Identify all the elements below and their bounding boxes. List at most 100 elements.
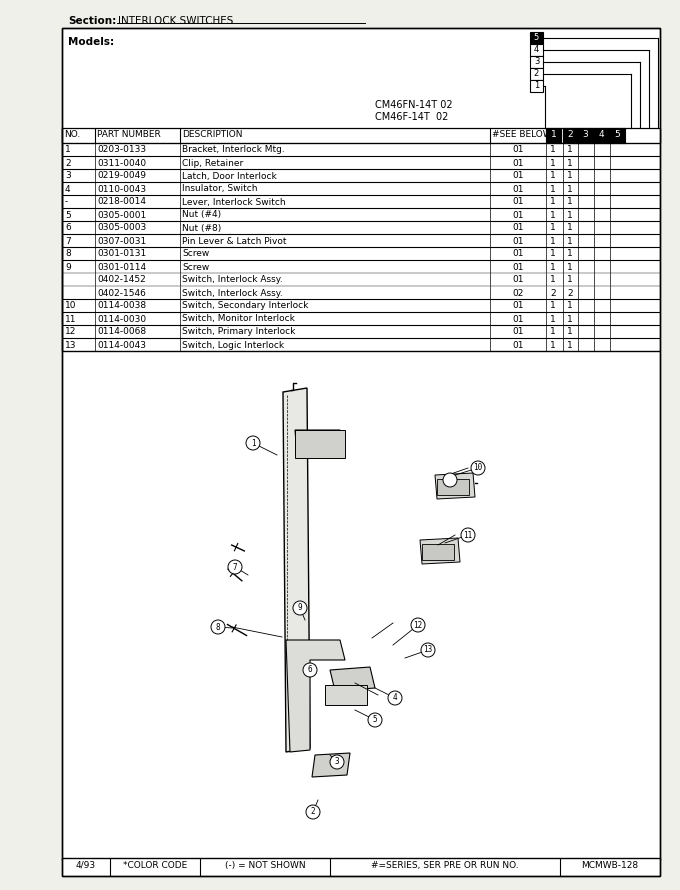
Text: 1: 1 [550, 145, 556, 155]
Text: 8: 8 [216, 622, 220, 632]
Text: 01: 01 [512, 237, 524, 246]
Text: 6: 6 [65, 223, 71, 232]
Text: 0114-0068: 0114-0068 [97, 328, 146, 336]
Text: Switch, Logic Interlock: Switch, Logic Interlock [182, 341, 284, 350]
Text: 01: 01 [512, 172, 524, 181]
Text: 0203-0133: 0203-0133 [97, 145, 146, 155]
Bar [530, 56, 543, 68]
Bar [422, 544, 454, 560]
Text: 1: 1 [550, 276, 556, 285]
Text: 02: 02 [512, 288, 524, 297]
Bar [546, 128, 561, 143]
Text: 11: 11 [463, 530, 473, 539]
Text: -: - [65, 198, 68, 206]
Text: 0311-0040: 0311-0040 [97, 158, 146, 167]
Circle shape [388, 691, 402, 705]
Polygon shape [435, 473, 475, 499]
Text: 1: 1 [65, 145, 71, 155]
Text: #SEE BELOW: #SEE BELOW [492, 130, 551, 139]
Polygon shape [330, 667, 375, 691]
Circle shape [246, 436, 260, 450]
Text: 1: 1 [567, 302, 573, 311]
Text: 4: 4 [598, 130, 605, 139]
Bar [530, 68, 543, 80]
Text: 1: 1 [550, 172, 556, 181]
Text: 1: 1 [567, 276, 573, 285]
Text: 9: 9 [298, 603, 303, 612]
Text: 01: 01 [512, 198, 524, 206]
Text: 0307-0031: 0307-0031 [97, 237, 146, 246]
Text: 0219-0049: 0219-0049 [97, 172, 146, 181]
Text: 1: 1 [567, 223, 573, 232]
Text: 2: 2 [65, 158, 71, 167]
Text: 3: 3 [335, 757, 339, 766]
Text: 5: 5 [610, 130, 616, 139]
Text: Screw: Screw [182, 249, 209, 258]
Text: 1: 1 [567, 184, 573, 193]
Text: 2: 2 [563, 130, 568, 139]
Bar [530, 44, 543, 56]
Text: 0402-1546: 0402-1546 [97, 288, 146, 297]
Text: 01: 01 [512, 145, 524, 155]
Text: 5: 5 [373, 716, 377, 724]
Text: 01: 01 [512, 211, 524, 220]
Text: 01: 01 [512, 184, 524, 193]
Circle shape [411, 618, 425, 632]
Polygon shape [295, 430, 342, 455]
Circle shape [461, 528, 475, 542]
Text: Switch, Interlock Assy.: Switch, Interlock Assy. [182, 276, 283, 285]
Polygon shape [312, 753, 350, 777]
Text: 1: 1 [546, 130, 552, 139]
Text: 0305-0001: 0305-0001 [97, 211, 146, 220]
Text: 1: 1 [550, 184, 556, 193]
Text: 0305-0003: 0305-0003 [97, 223, 146, 232]
Text: 4: 4 [594, 130, 600, 139]
Text: 1: 1 [550, 328, 556, 336]
Text: 1: 1 [567, 198, 573, 206]
Text: 12: 12 [65, 328, 76, 336]
Text: Switch, Secondary Interlock: Switch, Secondary Interlock [182, 302, 308, 311]
Text: 4: 4 [65, 184, 71, 193]
Bar [563, 128, 578, 143]
Text: Lever, Interlock Switch: Lever, Interlock Switch [182, 198, 286, 206]
Text: 01: 01 [512, 158, 524, 167]
Text: 1: 1 [567, 237, 573, 246]
Text: 4/93: 4/93 [76, 861, 96, 870]
Text: MCMWB-128: MCMWB-128 [581, 861, 639, 870]
Text: 1: 1 [567, 145, 573, 155]
Text: 4: 4 [392, 693, 397, 702]
Text: 3: 3 [534, 58, 539, 67]
Text: Switch, Monitor Interlock: Switch, Monitor Interlock [182, 314, 295, 323]
Text: CM46F-14T  02: CM46F-14T 02 [375, 112, 448, 122]
Text: 0114-0038: 0114-0038 [97, 302, 146, 311]
Text: #=SERIES, SER PRE OR RUN NO.: #=SERIES, SER PRE OR RUN NO. [371, 861, 519, 870]
Circle shape [211, 620, 225, 634]
Text: 5: 5 [65, 211, 71, 220]
Circle shape [330, 755, 344, 769]
Bar [530, 32, 543, 44]
Bar [62, 128, 660, 143]
Text: 1: 1 [550, 302, 556, 311]
Text: *COLOR CODE: *COLOR CODE [123, 861, 187, 870]
Text: 01: 01 [512, 328, 524, 336]
Polygon shape [286, 640, 345, 752]
Polygon shape [283, 388, 310, 752]
Bar [530, 80, 543, 92]
Circle shape [368, 713, 382, 727]
Circle shape [471, 461, 485, 475]
Text: 12: 12 [413, 620, 423, 629]
Text: 1: 1 [550, 341, 556, 350]
Text: 1: 1 [551, 130, 556, 139]
Text: 5: 5 [534, 34, 539, 43]
Text: Section:: Section: [68, 16, 116, 26]
Text: 01: 01 [512, 302, 524, 311]
Bar [62, 28, 660, 860]
Circle shape [421, 643, 435, 657]
Polygon shape [420, 538, 460, 564]
Text: 1: 1 [251, 439, 255, 448]
Text: 0218-0014: 0218-0014 [97, 198, 146, 206]
Circle shape [303, 663, 317, 677]
Text: Nut (#4): Nut (#4) [182, 211, 221, 220]
Bar [610, 128, 625, 143]
Text: 2: 2 [311, 807, 316, 816]
